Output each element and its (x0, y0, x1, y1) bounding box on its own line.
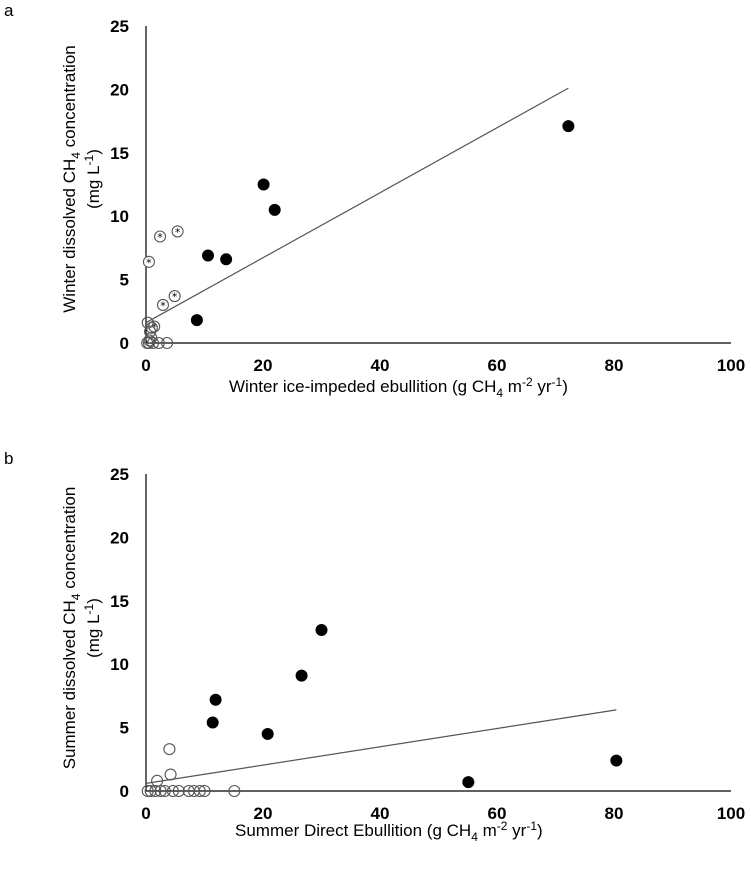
y-axis-units-b: (mg L-1) (82, 598, 103, 658)
x-axis-title-b: Summer Direct Ebullition (g CH4 m-2 yr-1… (235, 819, 543, 844)
x-tick-label: 0 (141, 804, 150, 823)
data-point-open (154, 784, 167, 798)
data-point-open (161, 336, 174, 350)
y-axis-title-b: Summer dissolved CH4 concentration (60, 487, 83, 770)
trendline (145, 709, 617, 784)
svg-text:*: * (157, 231, 163, 244)
data-marks-b (141, 623, 623, 798)
data-point-filled (202, 249, 215, 262)
x-axis-title-a: Winter ice-impeded ebullition (g CH4 m-2… (229, 375, 568, 400)
y-axis-title-line1-a: Winter dissolved CH4 concentration (60, 45, 83, 312)
svg-text:*: * (175, 226, 181, 239)
data-point-filled (295, 669, 308, 682)
data-point-filled (610, 754, 623, 767)
y-tick-label: 0 (120, 334, 129, 353)
data-point-filled (190, 314, 203, 327)
data-point-open (228, 784, 241, 798)
y-tick-label: 20 (110, 80, 129, 99)
y-tick-label: 5 (120, 719, 129, 738)
data-point-asterisk: * (153, 230, 167, 244)
panel-label-b: b (4, 449, 13, 468)
y-axis-title-line2-a: (mg L-1) (82, 149, 103, 209)
data-point-asterisk: * (171, 225, 184, 239)
data-marks-a: ** **** (141, 87, 575, 350)
y-tick-label: 15 (110, 144, 129, 163)
data-point-open (141, 336, 154, 350)
y-tick-label: 0 (120, 782, 129, 801)
x-tick-label: 60 (488, 356, 507, 375)
data-point-open (166, 784, 179, 798)
panel-a: a Winter dissolved CH4 concentration (mg… (4, 1, 745, 400)
y-tick-label: 25 (110, 465, 129, 484)
data-point-open (193, 784, 206, 798)
data-point-filled (261, 727, 274, 740)
data-point-asterisk: * (168, 290, 181, 304)
data-point-open (141, 784, 154, 798)
data-point-filled (257, 178, 270, 191)
data-point-filled (220, 253, 233, 266)
tick-labels-a: 0 5 10 15 20 25 0 20 40 60 80 100 (110, 17, 745, 375)
x-tick-label: 100 (717, 804, 745, 823)
y-axis-units-a: (mg L-1) (82, 149, 103, 209)
data-point-open (145, 321, 158, 334)
data-point-filled (462, 776, 475, 789)
x-tick-label: 20 (254, 804, 273, 823)
panel-label-a: a (4, 1, 14, 20)
y-tick-label: 10 (110, 207, 129, 226)
x-tick-label: 40 (371, 356, 390, 375)
y-tick-label: 20 (110, 528, 129, 547)
svg-text:*: * (160, 299, 166, 312)
data-point-open (143, 334, 156, 347)
data-point-open (158, 784, 171, 798)
data-point-open (198, 784, 211, 798)
data-point-filled (268, 203, 281, 216)
y-tick-label: 10 (110, 655, 129, 674)
data-point-open (163, 743, 176, 756)
data-point-filled (315, 623, 328, 636)
y-axis-title-line1-b: Summer dissolved CH4 concentration (60, 487, 83, 770)
data-point-open (172, 784, 185, 798)
data-point-filled (206, 716, 219, 729)
tick-labels-b: 0 5 10 15 20 25 0 20 40 60 80 100 (110, 465, 745, 823)
x-tick-label: 100 (717, 356, 745, 375)
x-tick-label: 60 (488, 804, 507, 823)
y-tick-label: 15 (110, 592, 129, 611)
data-point-open (149, 784, 162, 798)
x-tick-label: 40 (371, 804, 390, 823)
data-point-open (152, 336, 165, 350)
svg-text:*: * (172, 291, 178, 304)
data-point-open (164, 768, 177, 781)
y-tick-label: 5 (120, 271, 129, 290)
data-point-filled (209, 693, 222, 706)
x-tick-label: 80 (605, 804, 624, 823)
data-point-open (146, 336, 160, 350)
y-axis-title-a: Winter dissolved CH4 concentration (60, 45, 83, 312)
x-tick-label: 20 (254, 356, 273, 375)
data-point-filled (562, 120, 575, 133)
y-tick-label: 25 (110, 17, 129, 36)
data-point-asterisk: * (156, 298, 170, 312)
trendline (145, 87, 569, 324)
y-axis-title-line2-b: (mg L-1) (82, 598, 103, 658)
x-tick-label: 80 (605, 356, 624, 375)
panel-b: b Summer dissolved CH4 concentration (mg… (4, 449, 745, 844)
x-tick-label: 0 (141, 356, 150, 375)
data-point-open (144, 784, 157, 798)
svg-text:*: * (146, 256, 152, 269)
data-point-asterisk: * (142, 255, 155, 269)
